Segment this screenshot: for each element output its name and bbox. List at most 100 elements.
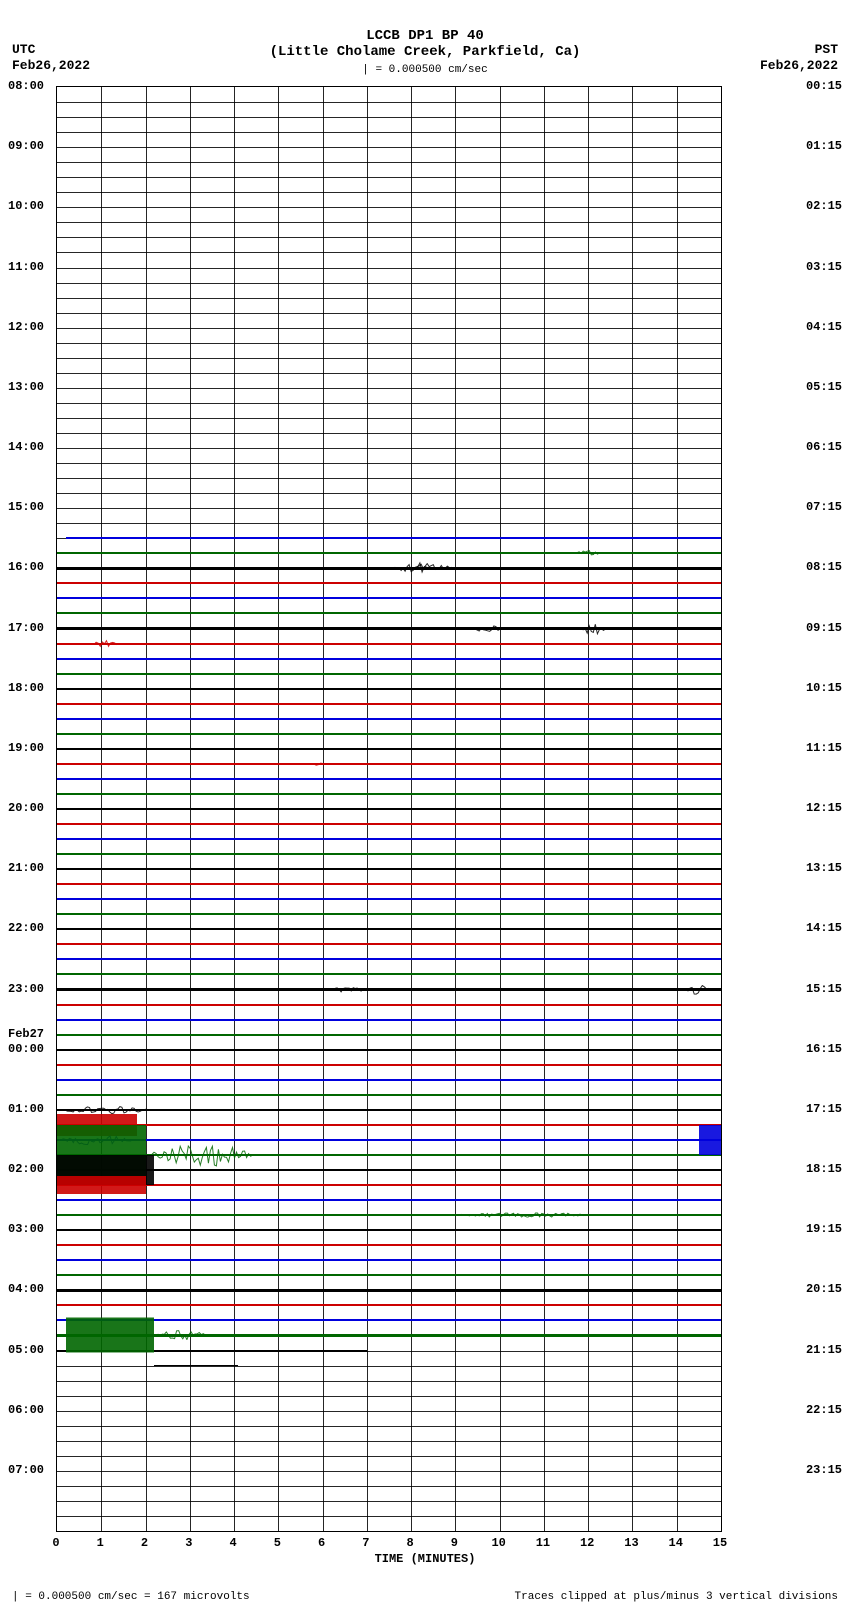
trace-row-53 <box>57 883 721 885</box>
right-time-1515: 15:15 <box>806 982 842 996</box>
right-time-0715: 07:15 <box>806 500 842 514</box>
trace-row-66 <box>57 1079 721 1081</box>
trace-row-77 <box>57 1244 721 1246</box>
trace-row-73 <box>57 1184 721 1187</box>
right-time-1315: 13:15 <box>806 861 842 875</box>
seismogram-plot <box>56 86 722 1532</box>
left-time-0700: 07:00 <box>8 1463 44 1477</box>
right-time-1715: 17:15 <box>806 1102 842 1116</box>
left-time-1900: 19:00 <box>8 741 44 755</box>
x-tick-0: 0 <box>52 1536 59 1550</box>
right-time-0315: 03:15 <box>806 260 842 274</box>
trace-row-46 <box>57 778 721 780</box>
left-time-2100: 21:00 <box>8 861 44 875</box>
left-time-0200: 02:00 <box>8 1162 44 1176</box>
right-time-1415: 14:15 <box>806 921 842 935</box>
trace-row-64 <box>57 1049 721 1051</box>
x-axis-title: TIME (MINUTES) <box>0 1552 850 1566</box>
left-time-0000: 00:00 <box>8 1042 44 1056</box>
right-time-1215: 12:15 <box>806 801 842 815</box>
right-time-0215: 02:15 <box>806 199 842 213</box>
x-tick-9: 9 <box>451 1536 458 1550</box>
left-time-0100: 01:00 <box>8 1102 44 1116</box>
trace-row-74 <box>57 1199 721 1201</box>
x-tick-4: 4 <box>229 1536 236 1550</box>
left-time-1600: 16:00 <box>8 560 44 574</box>
x-tick-1: 1 <box>97 1536 104 1550</box>
x-tick-2: 2 <box>141 1536 148 1550</box>
left-time-2200: 22:00 <box>8 921 44 935</box>
scale-note: | = 0.000500 cm/sec <box>0 64 850 76</box>
seismic-burst <box>411 561 429 575</box>
trace-row-85 <box>154 1365 238 1367</box>
trace-row-57 <box>57 943 721 945</box>
trace-row-41 <box>57 703 721 705</box>
seismic-burst <box>314 761 327 767</box>
trace-row-55 <box>57 913 721 915</box>
pst-tz-label: PST <box>815 42 838 57</box>
right-time-0115: 01:15 <box>806 139 842 153</box>
right-time-1615: 16:15 <box>806 1042 842 1056</box>
x-tick-12: 12 <box>580 1536 594 1550</box>
footer-scale-left: | = 0.000500 cm/sec = 167 microvolts <box>12 1591 250 1603</box>
right-time-2315: 23:15 <box>806 1463 842 1477</box>
trace-row-54 <box>57 898 721 900</box>
seismic-burst <box>57 1176 146 1194</box>
left-time-2300: 23:00 <box>8 982 44 996</box>
trace-row-58 <box>57 958 721 960</box>
seismic-burst <box>686 985 713 995</box>
trace-row-36 <box>57 627 721 630</box>
trace-row-59 <box>57 973 721 975</box>
trace-row-51 <box>57 853 721 855</box>
trace-row-79 <box>57 1274 721 1276</box>
trace-row-69 <box>57 1124 721 1127</box>
trace-row-31 <box>57 552 721 554</box>
trace-row-72 <box>57 1169 721 1172</box>
trace-row-34 <box>57 597 721 599</box>
trace-row-43 <box>57 733 721 735</box>
x-tick-3: 3 <box>185 1536 192 1550</box>
trace-row-48 <box>57 808 721 810</box>
x-tick-6: 6 <box>318 1536 325 1550</box>
right-time-0615: 06:15 <box>806 440 842 454</box>
trace-row-50 <box>57 838 721 840</box>
trace-row-52 <box>57 868 721 870</box>
left-time-0500: 05:00 <box>8 1343 44 1357</box>
right-time-0915: 09:15 <box>806 621 842 635</box>
seismic-burst <box>57 1106 154 1114</box>
left-time-1000: 10:00 <box>8 199 44 213</box>
utc-date: Feb26,2022 <box>12 58 90 73</box>
x-tick-11: 11 <box>536 1536 550 1550</box>
trace-row-47 <box>57 793 721 795</box>
right-time-1915: 19:15 <box>806 1222 842 1236</box>
trace-row-62 <box>57 1019 721 1021</box>
trace-row-75 <box>57 1214 721 1217</box>
trace-row-82 <box>57 1319 721 1321</box>
date-marker: Feb27 <box>8 1027 44 1041</box>
right-time-0815: 08:15 <box>806 560 842 574</box>
seismic-burst <box>699 1125 721 1155</box>
trace-row-76 <box>57 1229 721 1232</box>
x-tick-14: 14 <box>669 1536 683 1550</box>
right-time-1015: 10:15 <box>806 681 842 695</box>
x-tick-7: 7 <box>362 1536 369 1550</box>
seismic-burst <box>323 987 367 993</box>
trace-row-80 <box>57 1289 721 1292</box>
right-time-0415: 04:15 <box>806 320 842 334</box>
trace-row-35 <box>57 612 721 614</box>
left-time-0800: 08:00 <box>8 79 44 93</box>
x-tick-13: 13 <box>624 1536 638 1550</box>
right-time-2115: 21:15 <box>806 1343 842 1357</box>
trace-row-81 <box>57 1304 721 1306</box>
seismic-burst <box>92 639 123 648</box>
trace-row-56 <box>57 928 721 930</box>
x-tick-10: 10 <box>491 1536 505 1550</box>
left-time-0400: 04:00 <box>8 1282 44 1296</box>
trace-row-37 <box>57 643 721 645</box>
left-time-0900: 09:00 <box>8 139 44 153</box>
trace-row-63 <box>57 1034 721 1036</box>
trace-row-30 <box>66 537 721 539</box>
footer-clip-note: Traces clipped at plus/minus 3 vertical … <box>515 1591 838 1603</box>
x-tick-8: 8 <box>407 1536 414 1550</box>
right-time-2215: 22:15 <box>806 1403 842 1417</box>
